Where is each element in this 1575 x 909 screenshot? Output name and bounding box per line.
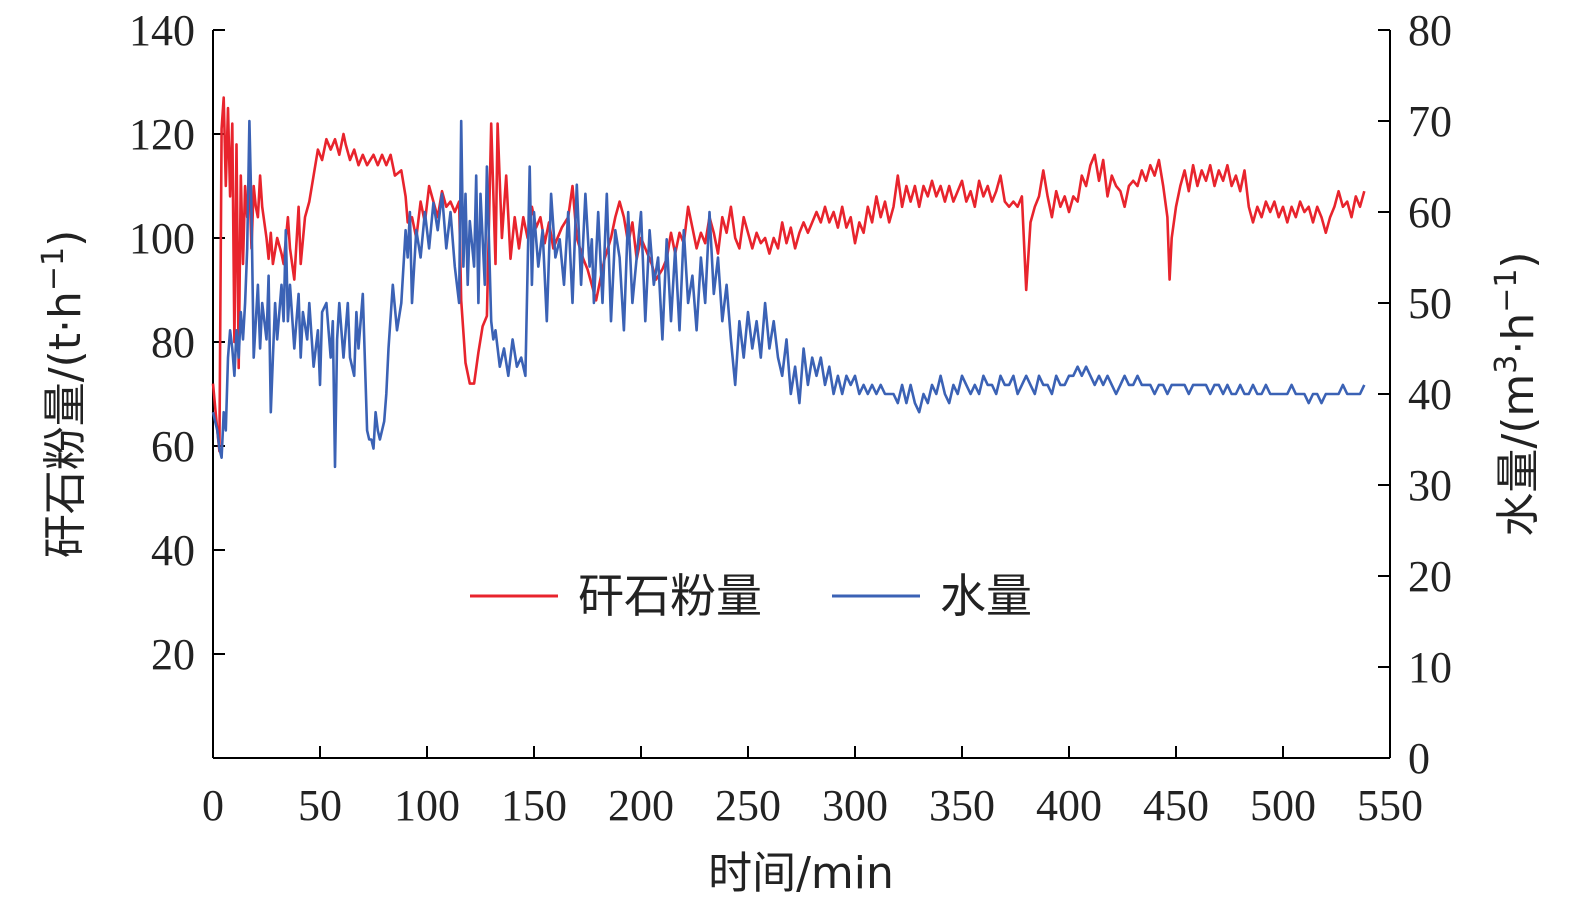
y-left-axis-title-close: ) xyxy=(40,230,91,247)
axes-group xyxy=(212,30,1391,759)
y-right-tick-label: 30 xyxy=(1408,461,1452,510)
y-right-tick-label: 50 xyxy=(1408,279,1452,328)
x-tick-label: 200 xyxy=(608,781,674,830)
y-right-tick-label: 80 xyxy=(1408,6,1452,55)
x-tick-label: 550 xyxy=(1357,781,1423,830)
series-line-gangue-powder xyxy=(211,96,1366,453)
y-right-tick-label: 20 xyxy=(1408,552,1452,601)
y-left-tick-label: 60 xyxy=(151,422,195,471)
x-ticks-group: 0 50 100 150 200 250 300 350 400 450 500 550 xyxy=(202,746,1423,830)
x-tick-label: 50 xyxy=(298,781,342,830)
x-tick-label: 100 xyxy=(394,781,460,830)
y-right-axis-title: 水量/(m3·h−1) xyxy=(1489,251,1545,536)
x-tick-label: 300 xyxy=(822,781,888,830)
y-left-tick-label: 20 xyxy=(151,630,195,679)
legend-label-gangue: 矸石粉量 xyxy=(578,569,762,623)
legend: 矸石粉量 水量 xyxy=(470,569,1032,623)
y-right-axis-title-main: 水量/(m xyxy=(1493,374,1544,537)
x-tick-label: 400 xyxy=(1036,781,1102,830)
y-left-tick-label: 80 xyxy=(151,318,195,367)
x-tick-label: 500 xyxy=(1250,781,1316,830)
y-right-axis-title-sup1: 3 xyxy=(1489,355,1524,374)
y-left-axis-title-main: 矸石粉量/(t·h xyxy=(40,291,91,558)
y-left-ticks-group: 20 40 60 80 100 120 140 xyxy=(129,6,225,679)
y-right-tick-label: 10 xyxy=(1408,643,1452,692)
y-left-tick-label: 120 xyxy=(129,110,195,159)
y-right-tick-label: 0 xyxy=(1408,734,1430,783)
y-left-axis-title: 矸石粉量/(t·h−1) xyxy=(36,230,92,559)
y-right-tick-label: 70 xyxy=(1408,97,1452,146)
x-tick-label: 0 xyxy=(202,781,224,830)
x-tick-label: 450 xyxy=(1143,781,1209,830)
series-group xyxy=(211,96,1366,469)
y-right-tick-label: 60 xyxy=(1408,188,1452,237)
y-left-tick-label: 40 xyxy=(151,526,195,575)
x-tick-label: 150 xyxy=(501,781,567,830)
y-left-tick-label: 100 xyxy=(129,214,195,263)
series-line-water xyxy=(211,119,1366,469)
y-left-axis-title-sup: −1 xyxy=(36,247,71,291)
y-right-axis-title-sup2: −1 xyxy=(1489,269,1524,313)
legend-label-water: 水量 xyxy=(940,569,1032,623)
x-tick-label: 250 xyxy=(715,781,781,830)
x-axis-title: 时间/min xyxy=(708,848,894,899)
y-right-ticks-group: 0 10 20 30 40 50 60 70 80 xyxy=(1378,6,1452,783)
y-right-axis-title-close: ) xyxy=(1493,251,1544,268)
y-right-tick-label: 40 xyxy=(1408,370,1452,419)
y-right-axis-title-mid: ·h xyxy=(1493,313,1544,355)
y-left-tick-label: 140 xyxy=(129,6,195,55)
x-tick-label: 350 xyxy=(929,781,995,830)
